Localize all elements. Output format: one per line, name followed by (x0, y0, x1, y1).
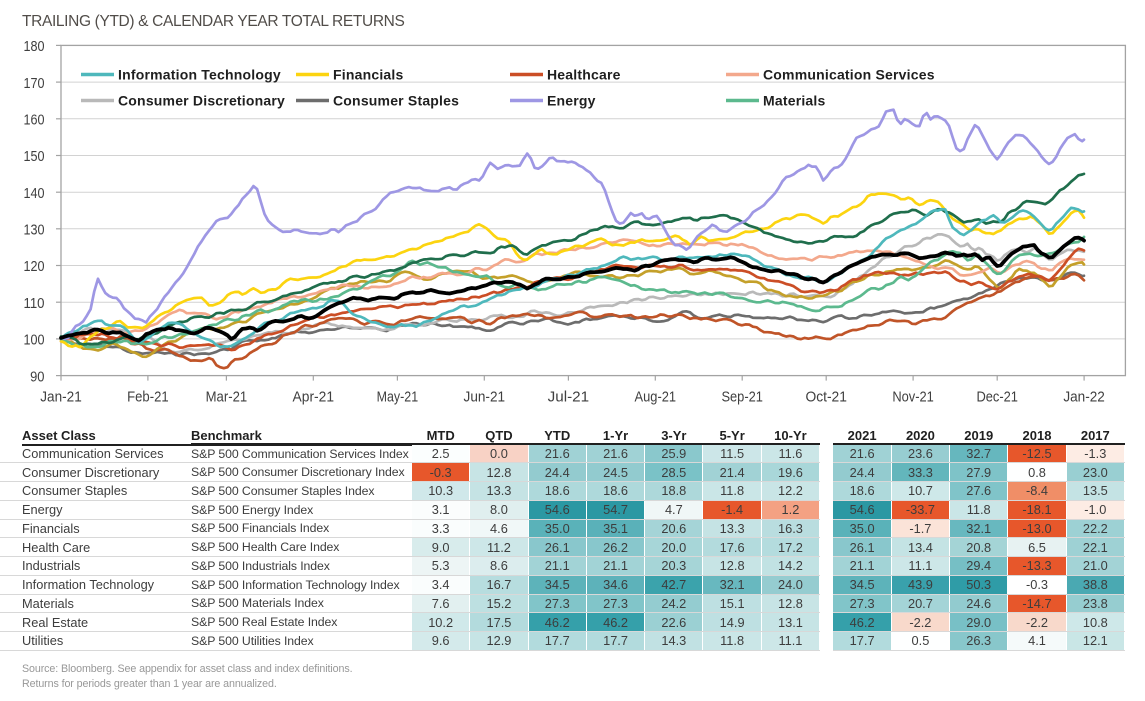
svg-text:170: 170 (24, 75, 45, 92)
svg-text:Mar-21: Mar-21 (206, 390, 248, 406)
svg-text:Aug-21: Aug-21 (635, 390, 677, 406)
svg-text:Materials: Materials (763, 93, 826, 109)
svg-text:Communication Services: Communication Services (763, 67, 935, 83)
svg-text:180: 180 (24, 38, 45, 55)
svg-text:Nov-21: Nov-21 (892, 390, 934, 406)
svg-text:Jun-21: Jun-21 (464, 390, 506, 406)
svg-text:120: 120 (24, 258, 45, 275)
svg-text:Feb-21: Feb-21 (127, 390, 169, 406)
svg-text:110: 110 (24, 295, 45, 312)
svg-text:130: 130 (24, 222, 45, 239)
svg-text:Energy: Energy (547, 93, 596, 109)
svg-text:Apr-21: Apr-21 (293, 390, 335, 406)
svg-text:90: 90 (30, 368, 44, 385)
svg-text:160: 160 (24, 112, 45, 129)
svg-text:Jan-22: Jan-22 (1063, 390, 1105, 406)
svg-text:Dec-21: Dec-21 (976, 390, 1018, 406)
svg-text:May-21: May-21 (377, 390, 419, 406)
svg-text:Oct-21: Oct-21 (805, 390, 847, 406)
svg-text:150: 150 (24, 148, 45, 165)
svg-text:Financials: Financials (333, 67, 403, 83)
svg-text:Information Technology: Information Technology (118, 67, 281, 83)
svg-text:100: 100 (24, 332, 45, 349)
svg-text:Sep-21: Sep-21 (721, 390, 763, 406)
svg-text:Jul-21: Jul-21 (548, 390, 590, 406)
svg-text:Healthcare: Healthcare (547, 67, 621, 83)
svg-text:Consumer Discretionary: Consumer Discretionary (118, 93, 285, 109)
svg-text:Jan-21: Jan-21 (40, 390, 82, 406)
svg-text:140: 140 (24, 185, 45, 202)
svg-text:Consumer Staples: Consumer Staples (333, 93, 459, 109)
